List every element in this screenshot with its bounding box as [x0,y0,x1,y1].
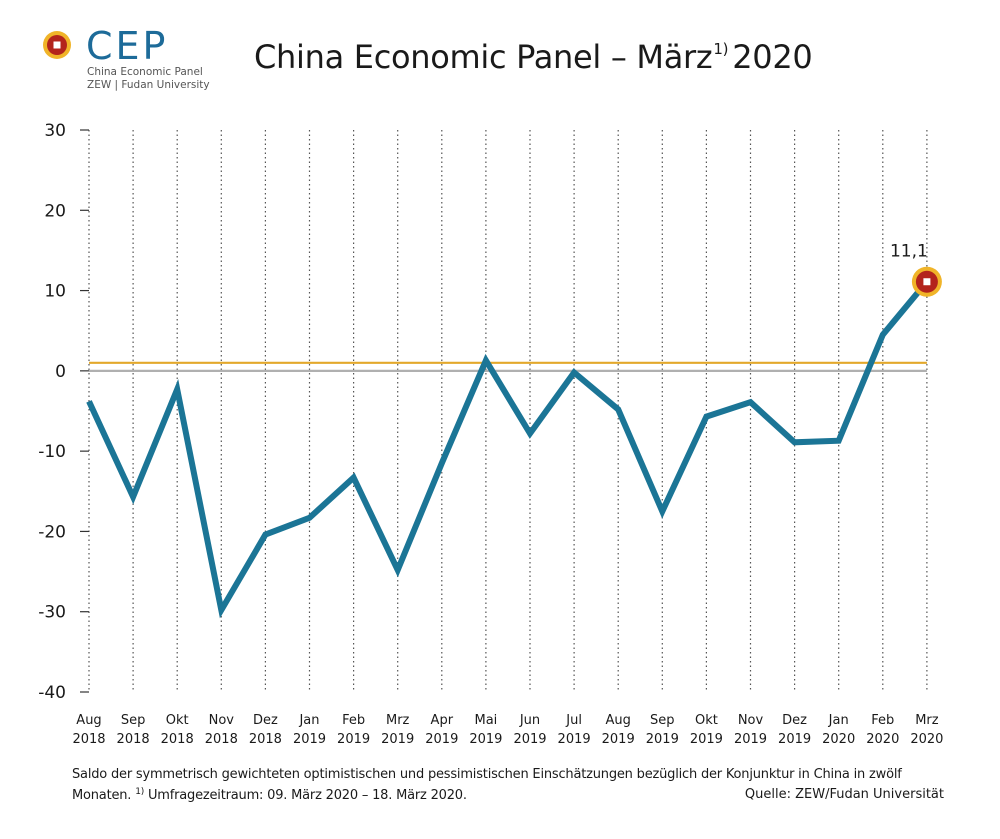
x-tick-label-year: 2019 [778,732,811,747]
x-tick-label-month: Okt [695,713,718,728]
y-tick-label: 20 [44,201,66,221]
x-tick-label-month: Aug [606,713,631,728]
y-tick-label: -40 [38,683,66,703]
series-layer [86,279,930,619]
annotation-layer: 11,1 [890,242,942,297]
x-tick-label-year: 2019 [425,732,458,747]
x-tick-label-month: Okt [166,713,189,728]
y-tick-label: -10 [38,442,66,462]
x-tick-label-month: Jan [298,713,319,728]
x-tick-label-month: Aug [76,713,101,728]
logo-subtitle-2: ZEW | Fudan University [87,79,210,91]
x-tick-label-year: 2018 [72,732,105,747]
x-tick-label-year: 2019 [646,732,679,747]
x-tick-label-year: 2019 [690,732,723,747]
y-tick-label: -20 [38,522,66,542]
reference-lines [89,361,927,372]
x-tick-label-month: Nov [738,713,764,728]
data-label: 11,1 [890,242,928,262]
y-tick-label: 10 [44,282,66,302]
chart-title-footnote-mark: 1) [713,40,729,58]
x-tick-label-year: 2018 [249,732,282,747]
footnote-line-1: Saldo der symmetrisch gewichteten optimi… [72,767,902,782]
footnote-line-2-b: Umfragezeitraum: 09. März 2020 – 18. Mär… [147,788,467,803]
x-tick-label-month: Mai [475,713,498,728]
y-tick-label: -30 [38,603,66,623]
line-chart: 30 20 10 0 -10 -20 -30 -40 Aug 2018 Sep 2018 Okt 201… [38,121,943,747]
logo-subtitle-1: China Economic Panel [87,66,203,78]
x-tick-label-month: Mrz [915,713,939,728]
x-tick-label-month: Dez [253,713,278,728]
x-tick-label-month: Jul [565,713,582,728]
x-tick-label-year: 2020 [822,732,855,747]
chart-title-year: 2020 [732,38,813,76]
footnote-mark: 1) [135,787,145,797]
x-tick-label-month: Sep [121,713,146,728]
vertical-gridlines [88,130,928,692]
footnote-line-2: Monaten. 1) Umfragezeitraum: 09. März 20… [72,787,467,803]
y-tick-label: 0 [55,362,66,382]
highlight-marker-square [923,278,931,286]
logo-wordmark: CEP [86,24,169,68]
source-note: Quelle: ZEW/Fudan Universität [744,787,944,802]
cep-logo-badge-icon [43,31,71,59]
y-axis: 30 20 10 0 -10 -20 -30 -40 [38,121,89,703]
x-tick-label-year: 2019 [469,732,502,747]
x-tick-label-month: Jan [828,713,849,728]
x-tick-label-year: 2018 [205,732,238,747]
x-tick-label-year: 2018 [117,732,150,747]
x-tick-label-month: Feb [342,713,365,728]
x-tick-label-month: Apr [431,713,454,728]
x-tick-label-year: 2019 [381,732,414,747]
footnote-line-2-a: Monaten. [72,788,132,803]
x-tick-label-year: 2019 [558,732,591,747]
x-tick-label-year: 2019 [602,732,635,747]
x-axis: Aug 2018 Sep 2018 Okt 2018 Nov 2018 Dez 2018 Jan 20… [72,713,943,747]
chart-title-main: China Economic Panel – März [254,38,713,76]
x-tick-label-month: Nov [209,713,235,728]
x-tick-label-month: Sep [650,713,675,728]
cep-logo: CEP China Economic Panel ZEW | Fudan Uni… [42,24,212,91]
x-tick-label-year: 2020 [866,732,899,747]
x-tick-label-month: Mrz [386,713,410,728]
series-line [86,279,930,619]
chart-title: China Economic Panel – März1) 2020 [254,38,813,76]
y-tick-label: 30 [44,121,66,141]
x-tick-label-year: 2018 [161,732,194,747]
x-tick-label-year: 2020 [910,732,943,747]
x-tick-label-month: Jun [519,713,540,728]
x-tick-label-year: 2019 [293,732,326,747]
x-tick-label-year: 2019 [337,732,370,747]
x-tick-label-year: 2019 [513,732,546,747]
x-tick-label-month: Dez [782,713,807,728]
x-tick-label-month: Feb [871,713,894,728]
x-tick-label-year: 2019 [734,732,767,747]
